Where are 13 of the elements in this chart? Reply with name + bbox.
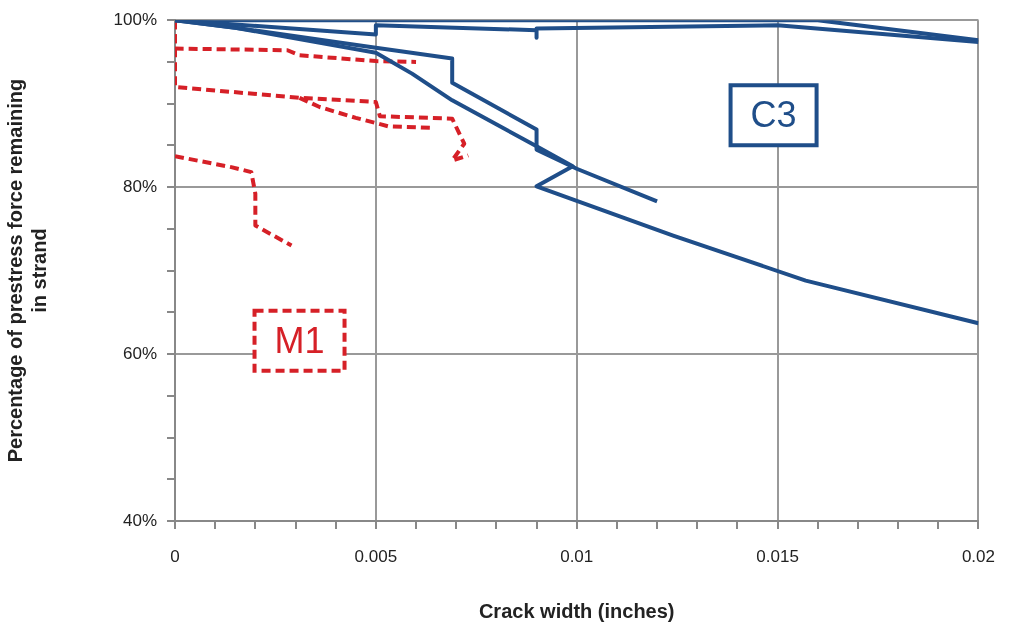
y-tick-label: 80% xyxy=(122,176,157,196)
x-tick-label: 0 xyxy=(170,546,180,566)
annotation: C3 xyxy=(750,94,797,136)
y-tick-label: 40% xyxy=(122,510,157,530)
y-tick-label: 60% xyxy=(122,343,157,363)
x-axis-title: Crack width (inches) xyxy=(478,599,675,622)
x-tick-label: 0.02 xyxy=(961,546,995,566)
annotation: M1 xyxy=(274,319,325,361)
y-axis-title: Percentage of prestress force remaining in strand xyxy=(3,78,50,463)
x-tick-label: 0.01 xyxy=(560,546,594,566)
x-tick-label: 0.005 xyxy=(354,546,398,566)
y-tick-label: 100% xyxy=(113,9,157,29)
x-tick-label: 0.015 xyxy=(756,546,799,566)
